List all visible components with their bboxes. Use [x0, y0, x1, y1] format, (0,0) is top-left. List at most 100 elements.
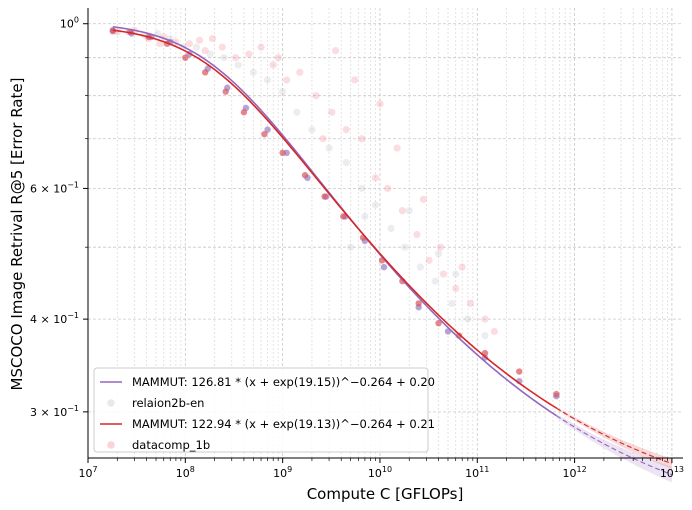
- scatter-point: [376, 100, 384, 108]
- scatter-point: [325, 144, 333, 152]
- frontier-point: [553, 390, 560, 398]
- scatter-point: [218, 43, 226, 51]
- legend-marker-swatch: [107, 441, 115, 449]
- scatter-point: [431, 277, 439, 285]
- x-tick-label: 108: [176, 465, 195, 480]
- fit-band: [556, 406, 672, 469]
- scatter-point: [358, 184, 366, 193]
- y-tick-label: 100: [60, 16, 79, 31]
- scatter-point: [387, 224, 395, 233]
- scatter-point: [293, 108, 301, 116]
- fit-line: [112, 25, 557, 417]
- legend-label: MAMMUT: 122.94 * (x + exp(19.13))^−0.264…: [132, 417, 435, 431]
- x-axis-label: Compute C [GFLOPs]: [307, 485, 464, 503]
- scatter-point: [398, 207, 406, 215]
- frontier-point: [415, 300, 422, 307]
- scatter-point: [481, 315, 489, 323]
- axes: [83, 8, 683, 463]
- scatter-point: [263, 76, 272, 84]
- scatter-point: [490, 327, 499, 336]
- y-tick-label: 3 × 10−1: [30, 404, 79, 419]
- legend: MAMMUT: 126.81 * (x + exp(19.15))^−0.264…: [93, 367, 435, 453]
- x-tick-label: 1010: [368, 465, 392, 480]
- scatter-point: [331, 47, 340, 55]
- frontier-point: [240, 109, 248, 116]
- scatter-point: [358, 135, 366, 143]
- scatter-point: [328, 108, 336, 116]
- scatter-point: [464, 315, 472, 323]
- scatter-point: [195, 36, 204, 44]
- fit-band: [556, 413, 672, 483]
- scatter-point: [319, 135, 327, 143]
- scatter-point: [434, 250, 443, 258]
- scatter-point: [257, 43, 265, 51]
- y-tick-label: 6 × 10−1: [30, 180, 79, 195]
- scatter-point: [361, 212, 369, 221]
- y-tick-label: 4 × 10−1: [30, 311, 79, 326]
- frontier-point: [182, 54, 189, 61]
- frontier-point: [301, 172, 309, 179]
- legend-label: datacomp_1b: [132, 438, 210, 452]
- scatter-point: [342, 159, 350, 167]
- scatter-point: [413, 230, 421, 239]
- frontier-point: [264, 126, 271, 133]
- scatter-point: [208, 34, 217, 43]
- grid-lines: [87, 8, 683, 458]
- scatter-point: [342, 126, 350, 134]
- scatter-point: [269, 61, 277, 69]
- scatter-point: [249, 68, 257, 76]
- scatter-point: [458, 263, 466, 271]
- scatter-point: [371, 174, 380, 182]
- scatter-point: [201, 47, 209, 55]
- scatter-point: [481, 332, 489, 340]
- frontier-point: [222, 88, 229, 95]
- legend-label: MAMMUT: 126.81 * (x + exp(19.15))^−0.264…: [132, 375, 435, 389]
- scatter-point: [274, 54, 282, 62]
- frontier-point: [380, 263, 388, 271]
- frontier-point: [435, 319, 442, 327]
- scatter-point: [279, 88, 287, 96]
- scatter-point: [206, 50, 214, 58]
- frontier-point: [516, 368, 523, 375]
- scatter-point: [466, 299, 475, 307]
- x-tick-label: 1011: [465, 465, 489, 480]
- frontier-point: [261, 130, 268, 138]
- scatter-point: [452, 270, 460, 278]
- scatter-point: [405, 207, 413, 215]
- scatter-point: [220, 54, 228, 62]
- tick-labels: 107 108 109 1010 1011 1012 1013 100 6 × 10−1 4 × …: [30, 16, 684, 480]
- x-tick-label: 109: [273, 465, 292, 480]
- scatter-point: [439, 270, 448, 278]
- scatter-point: [312, 92, 320, 100]
- scatter-point: [234, 61, 242, 69]
- scatter-point: [347, 243, 355, 251]
- scatter-point: [384, 184, 392, 193]
- scatter-point: [401, 243, 409, 251]
- scatter-point: [296, 68, 304, 76]
- scatter-point: [351, 76, 359, 84]
- scatter-point: [419, 195, 428, 203]
- scatter-point: [232, 54, 240, 62]
- scatter-point: [393, 144, 401, 152]
- y-axis-label: MSCOCO Image Retrival R@5 [Error Rate]: [8, 78, 26, 391]
- fit-extrapolation-line: [556, 407, 673, 465]
- scatter-point: [416, 263, 424, 271]
- fit-confidence-bands: [556, 406, 672, 483]
- scatter-point: [425, 256, 433, 264]
- frontier-point: [340, 213, 347, 220]
- scatter-point: [185, 40, 193, 48]
- scatter-point: [448, 299, 456, 307]
- scatter-point: [308, 126, 316, 134]
- legend-box: [93, 367, 429, 453]
- scatter-point: [452, 284, 460, 292]
- scatter-points: [109, 26, 560, 400]
- scatter-point: [245, 50, 253, 58]
- x-tick-label: 107: [78, 465, 97, 480]
- frontier-point: [201, 69, 209, 76]
- legend-label: relaion2b-en: [132, 396, 204, 410]
- scatter-point: [371, 201, 380, 209]
- legend-marker-swatch: [107, 399, 115, 407]
- frontier-point: [321, 193, 328, 200]
- fit-line: [112, 29, 557, 409]
